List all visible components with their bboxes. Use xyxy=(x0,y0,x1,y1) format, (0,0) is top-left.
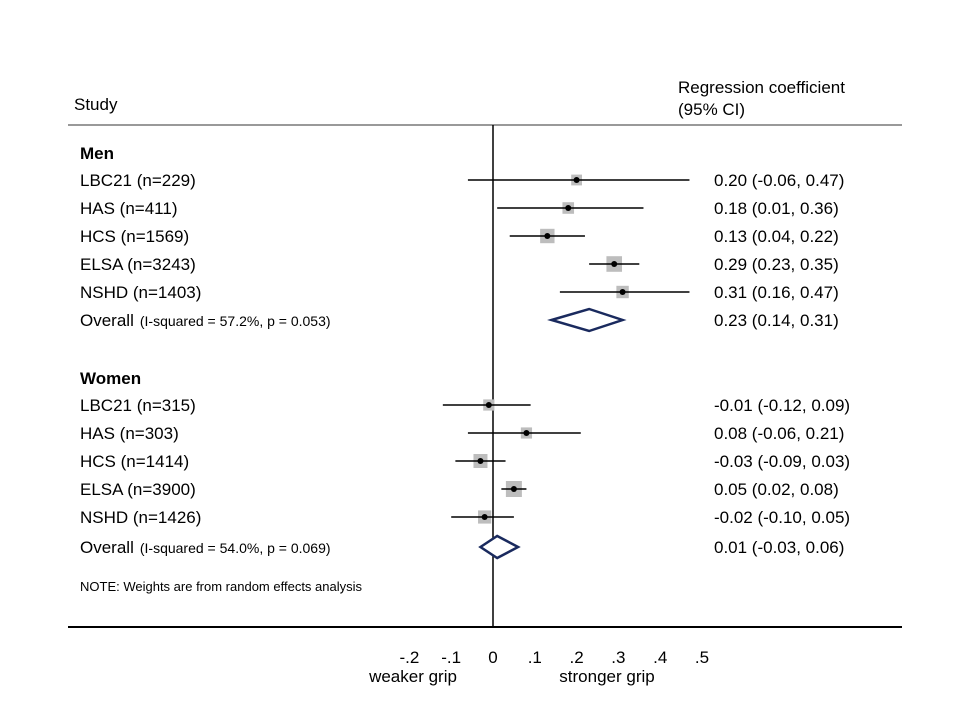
group-heading: Women xyxy=(80,369,141,388)
x-tick-label: .5 xyxy=(695,648,709,667)
overall-label: Overall (I-squared = 54.0%, p = 0.069) xyxy=(80,538,331,557)
point-estimate xyxy=(485,402,492,408)
ci-text: 0.08 (-0.06, 0.21) xyxy=(714,424,844,443)
heterogeneity-stats: (I-squared = 54.0%, p = 0.069) xyxy=(140,540,331,556)
ci-text: -0.01 (-0.12, 0.09) xyxy=(714,396,850,415)
x-tick-label: 0 xyxy=(488,648,497,667)
note: NOTE: Weights are from random effects an… xyxy=(80,579,363,594)
point-estimate xyxy=(510,486,517,492)
study-label: HCS (n=1569) xyxy=(80,227,189,246)
point-estimate xyxy=(573,177,580,183)
study-label: HAS (n=411) xyxy=(80,199,177,218)
study-label: LBC21 (n=315) xyxy=(80,396,196,415)
point-estimate xyxy=(619,289,626,295)
x-tick-label: .1 xyxy=(528,648,542,667)
overall-label-text: Overall xyxy=(80,311,134,330)
study-label: HCS (n=1414) xyxy=(80,452,189,471)
overall-label-text: Overall xyxy=(80,538,134,557)
header-study: Study xyxy=(74,95,118,114)
overall-label: Overall (I-squared = 57.2%, p = 0.053) xyxy=(80,311,331,330)
study-label: NSHD (n=1426) xyxy=(80,508,201,527)
x-tick-label: -.2 xyxy=(399,648,419,667)
study-label: ELSA (n=3243) xyxy=(80,255,196,274)
x-tick-label: -.1 xyxy=(441,648,461,667)
point-estimate xyxy=(523,430,530,436)
ci-text: 0.05 (0.02, 0.08) xyxy=(714,480,839,499)
point-estimate xyxy=(477,458,484,464)
header-effect-line1: Regression coefficient xyxy=(678,78,845,97)
heterogeneity-stats: (I-squared = 57.2%, p = 0.053) xyxy=(140,313,331,329)
ci-text: -0.02 (-0.10, 0.05) xyxy=(714,508,850,527)
overall-ci-text: 0.23 (0.14, 0.31) xyxy=(714,311,839,330)
study-label: NSHD (n=1403) xyxy=(80,283,201,302)
ci-text: 0.18 (0.01, 0.36) xyxy=(714,199,839,218)
ci-text: 0.31 (0.16, 0.47) xyxy=(714,283,839,302)
ci-text: -0.03 (-0.09, 0.03) xyxy=(714,452,850,471)
rows-layer: Men LBC21 (n=229) 0.20 (-0.06, 0.47) HAS (n… xyxy=(80,144,850,560)
point-estimate xyxy=(611,261,618,267)
study-label: LBC21 (n=229) xyxy=(80,171,196,190)
xlabel-left: weaker grip xyxy=(368,667,457,686)
x-tick-label: .3 xyxy=(611,648,625,667)
study-label: ELSA (n=3900) xyxy=(80,480,196,499)
overall-diamond xyxy=(478,534,521,560)
point-estimate xyxy=(544,233,551,239)
x-tick-label: .2 xyxy=(570,648,584,667)
group-heading: Men xyxy=(80,144,114,163)
ticks-layer: -.2 -.1 0 .1 .2 .3 .4 .5 xyxy=(399,648,709,667)
ci-text: 0.20 (-0.06, 0.47) xyxy=(714,171,844,190)
ci-text: 0.13 (0.04, 0.22) xyxy=(714,227,839,246)
overall-ci-text: 0.01 (-0.03, 0.06) xyxy=(714,538,844,557)
header-effect-line2: (95% CI) xyxy=(678,100,745,119)
overall-diamond xyxy=(547,307,627,333)
point-estimate xyxy=(565,205,572,211)
xlabel-right: stronger grip xyxy=(559,667,654,686)
point-estimate xyxy=(481,514,488,520)
study-label: HAS (n=303) xyxy=(80,424,179,443)
x-tick-label: .4 xyxy=(653,648,667,667)
ci-text: 0.29 (0.23, 0.35) xyxy=(714,255,839,274)
